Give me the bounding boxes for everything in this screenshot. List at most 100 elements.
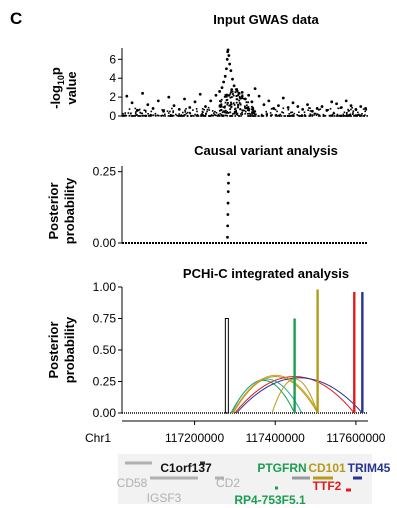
gwas-background-point (301, 115, 303, 117)
gwas-background-point (261, 114, 263, 116)
pchic-bar (316, 289, 319, 413)
gwas-peak-point (250, 105, 253, 108)
gwas-peak-point (238, 99, 241, 102)
gwas-background-point (348, 114, 351, 116)
gwas-background-point (331, 115, 334, 117)
gwas-background-point (332, 112, 335, 115)
panel-gwas-title: Input GWAS data (213, 12, 319, 27)
gwas-background-point (278, 115, 281, 117)
gwas-point (310, 109, 314, 113)
gwas-point (183, 97, 186, 101)
gwas-background-point (132, 115, 134, 117)
gwas-background-point (185, 107, 187, 110)
gwas-background-point (350, 108, 352, 111)
gwas-background-point (216, 115, 219, 117)
gwas-peak-point (239, 97, 242, 100)
gwas-peak-point (230, 96, 233, 98)
gwas-background-point (169, 110, 171, 113)
gwas-background-point (122, 112, 124, 115)
gwas-background-point (366, 115, 369, 117)
gwas-peak-point (254, 110, 257, 113)
gwas-background-point (192, 109, 194, 111)
panel-pchic-title: PCHi-C integrated analysis (183, 266, 349, 281)
gwas-background-point (222, 115, 224, 117)
panel-pchic-xticks: 117200000 117400000 117600000 (165, 421, 386, 445)
gwas-background-point (331, 113, 334, 116)
gwas-peak-point (240, 95, 243, 98)
gwas-background-point (124, 114, 127, 117)
gwas-background-point (225, 114, 228, 117)
gwas-point (281, 96, 285, 100)
gwas-background-point (217, 113, 220, 116)
gwas-background-point (149, 113, 152, 116)
gwas-background-point (303, 114, 306, 117)
gwas-background-point (296, 114, 298, 116)
gwas-background-point (215, 114, 217, 117)
gwas-point (244, 97, 247, 101)
gwas-background-point (287, 108, 290, 111)
gwas-point (237, 91, 241, 95)
gwas-background-point (238, 115, 241, 117)
gwas-point (301, 107, 305, 111)
gwas-peak-point (226, 98, 229, 101)
gwas-background-point (283, 115, 285, 117)
gwas-point (296, 105, 300, 108)
panel-causal: Causal variant analysis Posterior probab… (46, 143, 368, 250)
pchic-xtick-label: 117200000 (165, 431, 225, 445)
gwas-background-point (347, 114, 349, 117)
gwas-background-point (167, 112, 170, 114)
gwas-background-point (144, 111, 147, 113)
gwas-background-point (303, 111, 306, 114)
gwas-background-point (288, 112, 291, 115)
ylabel-p-text: p (48, 67, 63, 75)
gwas-peak-point (241, 94, 244, 97)
gwas-background-point (240, 115, 242, 117)
gwas-peak-point (231, 90, 234, 93)
gwas-peak-point (218, 104, 221, 107)
gwas-peak-point (229, 96, 232, 99)
gwas-ytick-label: 0 (109, 109, 116, 123)
gwas-background-point (262, 114, 264, 117)
gwas-background-point (308, 115, 311, 117)
gwas-peak-point (230, 89, 233, 92)
gwas-background-point (134, 112, 137, 115)
gwas-background-point (172, 110, 175, 112)
gwas-background-point (316, 113, 319, 115)
causal-ylabel-line2: probability (62, 177, 77, 244)
gwas-background-point (128, 115, 131, 117)
gwas-peak-point (238, 102, 241, 104)
gwas-peak-point (224, 94, 227, 96)
gwas-peak-point (237, 94, 240, 97)
gwas-point (220, 86, 224, 90)
gwas-peak-point (235, 111, 238, 114)
gwas-background-point (364, 110, 367, 113)
gwas-background-point (352, 112, 354, 114)
gene-label-trim45: TRIM45 (348, 461, 391, 475)
gwas-point (226, 48, 230, 52)
gwas-point (320, 105, 324, 108)
gwas-point (335, 102, 338, 106)
gwas-point (250, 100, 254, 104)
gwas-background-point (323, 115, 326, 117)
gwas-background-point (221, 115, 223, 117)
gwas-background-point (206, 108, 209, 111)
gwas-background-point (351, 106, 353, 109)
gwas-background-point (163, 109, 165, 111)
causal-point (226, 201, 230, 205)
gwas-point (204, 105, 207, 108)
gwas-background-point (266, 112, 268, 115)
gwas-background-point (185, 112, 188, 115)
gwas-background-point (231, 113, 234, 115)
gwas-background-point (298, 111, 300, 113)
gwas-background-point (196, 114, 199, 116)
gwas-peak-point (224, 101, 227, 104)
gene-label-c1orf137: C1orf137 (160, 461, 212, 475)
gwas-background-point (315, 112, 317, 115)
gwas-point (247, 93, 251, 97)
gwas-background-point (281, 111, 283, 113)
gwas-point (277, 104, 280, 108)
gwas-background-point (309, 110, 312, 112)
gwas-background-point (349, 113, 352, 116)
gwas-background-point (307, 109, 309, 111)
gwas-point (262, 103, 266, 107)
